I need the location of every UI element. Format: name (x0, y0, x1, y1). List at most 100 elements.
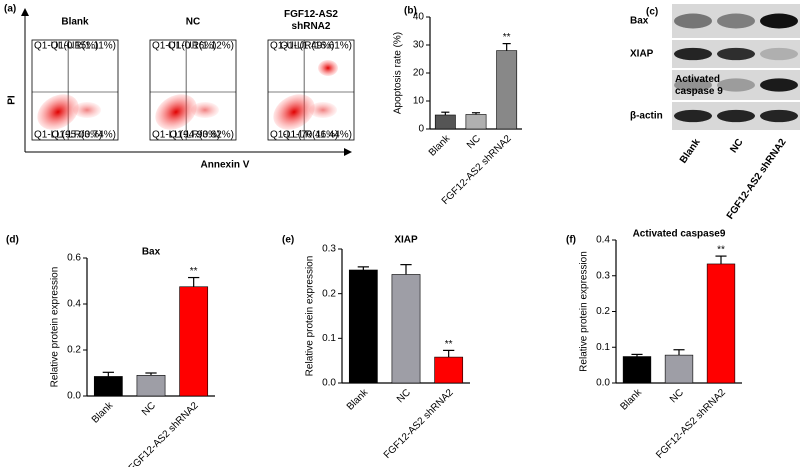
y-axis-label: Relative protein expression (305, 256, 316, 377)
blot-band (717, 78, 755, 92)
panel-label: (a) (4, 4, 16, 15)
row-label: Activated caspase 9 (675, 74, 723, 97)
panel-label: (c) (646, 7, 658, 18)
significance: ** (503, 32, 511, 43)
quadrant-label: Q1-LR(11.44%) (283, 130, 352, 141)
panel-label: (b) (404, 6, 417, 17)
blot-band (760, 13, 798, 29)
y-tick-label: 0.1 (322, 333, 336, 344)
y-tick-label: 0.4 (67, 299, 81, 310)
chart-title: Bax (142, 247, 161, 258)
cell-cloud (155, 94, 197, 130)
plot-title: Blank (61, 17, 89, 28)
bar (179, 286, 209, 397)
blot-band (760, 109, 798, 123)
quadrant-label: Q1-UR(1.11%) (51, 41, 116, 52)
x-tick-label: NC (465, 133, 483, 151)
panel-label: (e) (282, 235, 294, 246)
panel-label: (f) (566, 235, 576, 246)
y-axis-label: Apoptosis rate (%) (393, 32, 404, 114)
quadrant-label: Q1-LL(94.90%) (152, 130, 220, 141)
cell-cloud (309, 102, 337, 118)
bar (465, 114, 487, 130)
quadrant-label: Q1-UR(1.12%) (168, 41, 234, 52)
x-tick-label: NC (395, 387, 413, 405)
quadrant-label: Q1-LL(70.46%) (270, 130, 338, 141)
x-axis-label: Annexin V (201, 160, 250, 171)
bar (434, 356, 464, 384)
row-label: Bax (630, 16, 649, 27)
x-tick-label: Blank (90, 400, 116, 426)
y-tick-label: 0.1 (596, 342, 610, 353)
plot-title: FGF12-AS2 shRNA2 (284, 9, 338, 32)
y-tick-label: 20 (413, 68, 425, 79)
y-axis-label: Relative protein expression (50, 267, 61, 388)
blot-band (717, 109, 755, 123)
panel-label: (d) (6, 235, 19, 246)
y-tick-label: 0.3 (596, 270, 610, 281)
y-tick-label: 0.6 (67, 253, 81, 264)
row-label: β-actin (630, 111, 663, 122)
bar (93, 376, 123, 397)
plot-frame (267, 39, 355, 141)
y-axis-label: PI (7, 95, 18, 105)
y-tick-label: 40 (413, 12, 425, 23)
blot-band (674, 47, 712, 61)
bar (391, 274, 421, 384)
quadrant-label: Q1-UL(1.49%) (270, 41, 334, 52)
chart-title: Activated caspase9 (633, 229, 726, 240)
x-tick-label: NC (140, 400, 158, 418)
y-tick-label: 30 (413, 40, 425, 51)
blot-band (674, 13, 712, 29)
lane-label: Blank (678, 137, 703, 166)
bar (622, 356, 652, 384)
plot-frame (31, 39, 119, 141)
y-tick-label: 0.2 (67, 345, 81, 356)
blot-band (760, 78, 798, 92)
y-tick-label: 0.0 (596, 378, 610, 389)
quadrant-label: Q1-LR(3.74%) (52, 130, 116, 141)
quadrant-label: Q1-UL(0.15%) (34, 41, 98, 52)
lane-label: NC (728, 137, 745, 155)
blot-band (717, 13, 755, 29)
cell-cloud (273, 94, 315, 130)
bar (348, 269, 378, 384)
y-tick-label: 0.4 (596, 235, 610, 246)
significance: ** (717, 245, 725, 256)
x-tick-label: Blank (345, 387, 371, 413)
bar (706, 263, 736, 384)
y-tick-label: 0.0 (322, 378, 336, 389)
significance: ** (445, 339, 453, 350)
blot-band (674, 109, 712, 123)
bar (434, 114, 456, 130)
blot-band (760, 47, 798, 61)
cell-cloud (37, 94, 79, 130)
panel-a: (a) PI Annexin V BlankQ1-UL(0.15%)Q1-UR(… (4, 4, 355, 171)
cell-cloud (318, 60, 338, 76)
bar (136, 374, 166, 397)
blot-band (717, 47, 755, 61)
x-tick-label: NC (668, 387, 686, 405)
x-tick-label: Blank (619, 387, 645, 413)
plot-frame (149, 39, 237, 141)
x-tick-label: FGF12-AS2 shRNA2 (382, 387, 456, 461)
plot-title: NC (186, 17, 200, 28)
row-label: XIAP (630, 49, 654, 60)
bar (664, 354, 694, 384)
cell-cloud (191, 102, 219, 118)
blot-band (674, 78, 712, 92)
significance: ** (190, 266, 198, 277)
quadrant-label: Q1-UR(16.61%) (280, 41, 352, 52)
quadrant-label: Q1-LL(95.00%) (34, 130, 102, 141)
y-tick-label: 0.3 (322, 244, 336, 255)
y-tick-label: 0.2 (596, 306, 610, 317)
quadrant-label: Q1-UL(0.16%) (152, 41, 216, 52)
quadrant-label: Q1-LR(3.82%) (170, 130, 234, 141)
x-tick-label: Blank (427, 133, 453, 159)
y-tick-label: 0 (418, 124, 424, 135)
x-tick-label: FGF12-AS2 shRNA2 (127, 400, 201, 467)
cell-cloud (73, 102, 101, 118)
chart-title: XIAP (394, 235, 418, 246)
y-tick-label: 0.2 (322, 288, 336, 299)
